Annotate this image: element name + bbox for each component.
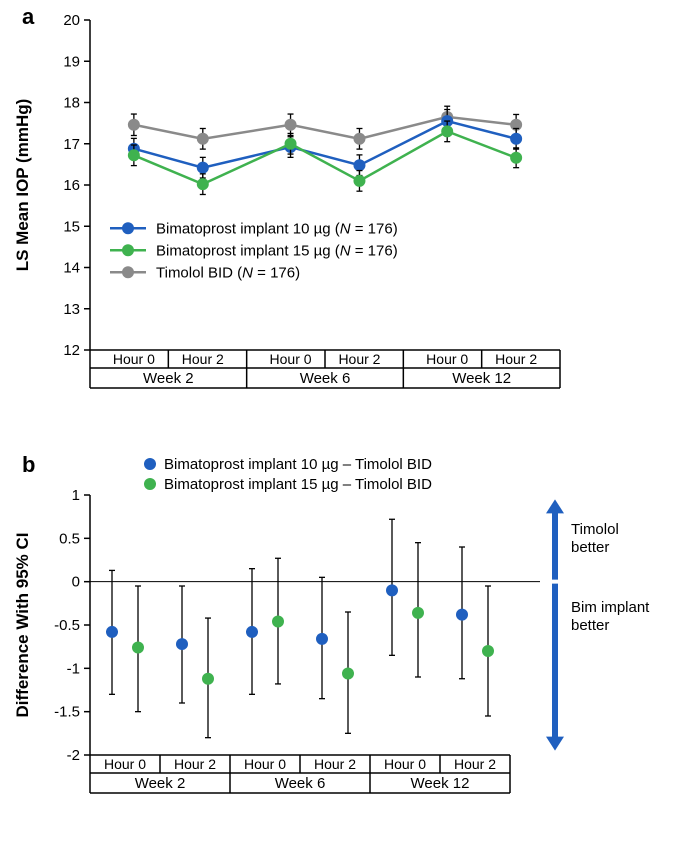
svg-text:0: 0 <box>72 574 80 591</box>
svg-text:Hour 0: Hour 0 <box>426 351 468 367</box>
svg-text:Week 6: Week 6 <box>300 370 351 387</box>
svg-text:LS Mean IOP (mmHg): LS Mean IOP (mmHg) <box>13 99 32 272</box>
svg-text:Hour 2: Hour 2 <box>314 756 356 772</box>
svg-text:Week 2: Week 2 <box>135 775 186 792</box>
svg-text:Week 12: Week 12 <box>452 370 511 387</box>
svg-text:Bimatoprost implant 10 µg (N =: Bimatoprost implant 10 µg (N = 176) <box>156 220 398 237</box>
figure-root: a b 121314151617181920LS Mean IOP (mmHg)… <box>0 0 685 853</box>
svg-text:16: 16 <box>63 177 80 194</box>
svg-text:Week 6: Week 6 <box>275 775 326 792</box>
svg-text:17: 17 <box>63 136 80 153</box>
svg-text:Timolol BID (N = 176): Timolol BID (N = 176) <box>156 264 300 281</box>
svg-text:Hour 2: Hour 2 <box>174 756 216 772</box>
svg-text:13: 13 <box>63 301 80 318</box>
svg-text:Hour 0: Hour 0 <box>244 756 286 772</box>
svg-text:-1: -1 <box>67 660 80 677</box>
svg-text:12: 12 <box>63 342 80 359</box>
svg-text:Timolol: Timolol <box>571 521 619 538</box>
svg-text:Bimatoprost implant 10 µg – Ti: Bimatoprost implant 10 µg – Timolol BID <box>164 456 432 473</box>
svg-text:Hour 0: Hour 0 <box>384 756 426 772</box>
svg-text:Bimatoprost implant 15 µg – Ti: Bimatoprost implant 15 µg – Timolol BID <box>164 476 432 493</box>
svg-text:Week 2: Week 2 <box>143 370 194 387</box>
svg-text:-0.5: -0.5 <box>54 617 80 634</box>
svg-text:-1.5: -1.5 <box>54 704 80 721</box>
svg-text:Bim implant: Bim implant <box>571 599 650 616</box>
svg-text:20: 20 <box>63 12 80 29</box>
svg-text:14: 14 <box>63 260 80 277</box>
svg-text:19: 19 <box>63 53 80 70</box>
svg-text:Week 12: Week 12 <box>411 775 470 792</box>
svg-text:better: better <box>571 539 609 556</box>
svg-text:18: 18 <box>63 95 80 112</box>
svg-text:Hour 2: Hour 2 <box>495 351 537 367</box>
panel-b-chart: -2 -1.5 -1 -0.5 0 0.5 1 Difference With 95% CI H… <box>0 440 685 853</box>
svg-text:Difference With 95% CI: Difference With 95% CI <box>13 533 32 718</box>
svg-text:Hour 0: Hour 0 <box>270 351 312 367</box>
panel-a-chart: 12 13 14 15 16 17 18 19 20 LS Mean IOP (mmHg) Hour… <box>0 0 685 440</box>
svg-text:Hour 0: Hour 0 <box>113 351 155 367</box>
svg-text:1: 1 <box>72 487 80 504</box>
svg-text:Bimatoprost implant 15 µg (N =: Bimatoprost implant 15 µg (N = 176) <box>156 242 398 259</box>
svg-text:-2: -2 <box>67 747 80 764</box>
svg-text:15: 15 <box>63 218 80 235</box>
svg-text:better: better <box>571 617 609 634</box>
svg-text:0.5: 0.5 <box>59 530 80 547</box>
svg-text:Hour 2: Hour 2 <box>182 351 224 367</box>
svg-text:Hour 2: Hour 2 <box>454 756 496 772</box>
svg-text:Hour 2: Hour 2 <box>338 351 380 367</box>
svg-text:Hour 0: Hour 0 <box>104 756 146 772</box>
